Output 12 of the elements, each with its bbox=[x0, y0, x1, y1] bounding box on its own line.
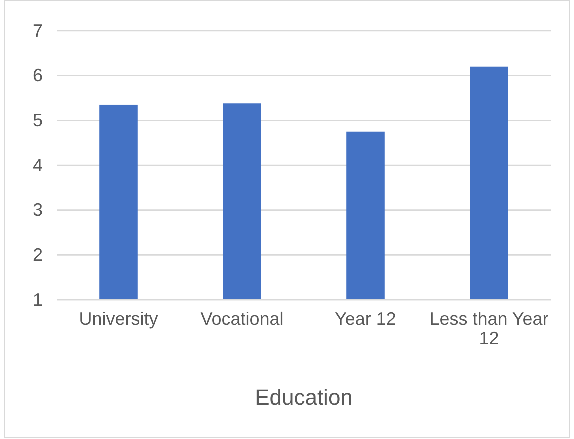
y-tick-label: 2 bbox=[32, 244, 43, 265]
x-tick-label: Year 12 bbox=[335, 308, 396, 329]
x-tick-label: Vocational bbox=[200, 308, 284, 329]
x-tick-label: University bbox=[79, 308, 158, 329]
y-tick-label: 5 bbox=[32, 110, 43, 130]
x-tick-label: Less than Year 12 bbox=[430, 308, 549, 349]
y-tick-label: 6 bbox=[32, 66, 43, 86]
y-tick-label: 1 bbox=[32, 290, 43, 310]
y-tick-label: 3 bbox=[32, 200, 43, 220]
y-tick-label: 7 bbox=[32, 20, 43, 41]
x-axis-title: Education bbox=[255, 385, 353, 410]
y-tick-label: 4 bbox=[32, 155, 43, 176]
